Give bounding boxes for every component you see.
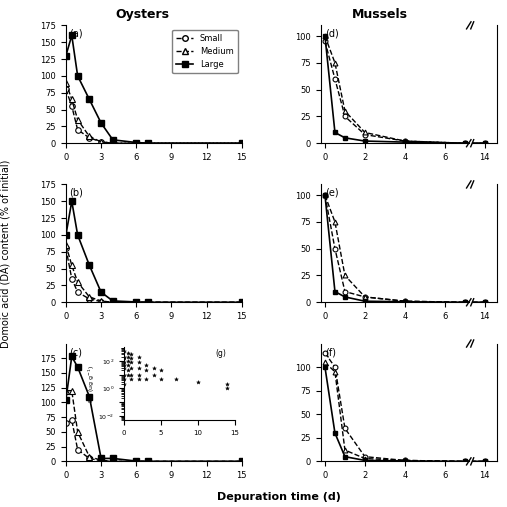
Text: (e): (e) [325, 188, 339, 198]
Text: (a): (a) [69, 29, 83, 39]
Text: Oysters: Oysters [115, 8, 169, 21]
Text: Depuration time (d): Depuration time (d) [217, 492, 341, 502]
Text: Mussels: Mussels [352, 8, 408, 21]
Text: (f): (f) [325, 347, 337, 357]
Text: (d): (d) [325, 29, 339, 39]
Text: Domoic acid (DA) content (% of initial): Domoic acid (DA) content (% of initial) [0, 159, 10, 348]
Text: (b): (b) [69, 188, 83, 198]
Legend: Small, Medium, Large: Small, Medium, Large [172, 29, 238, 73]
Text: (c): (c) [69, 347, 83, 357]
